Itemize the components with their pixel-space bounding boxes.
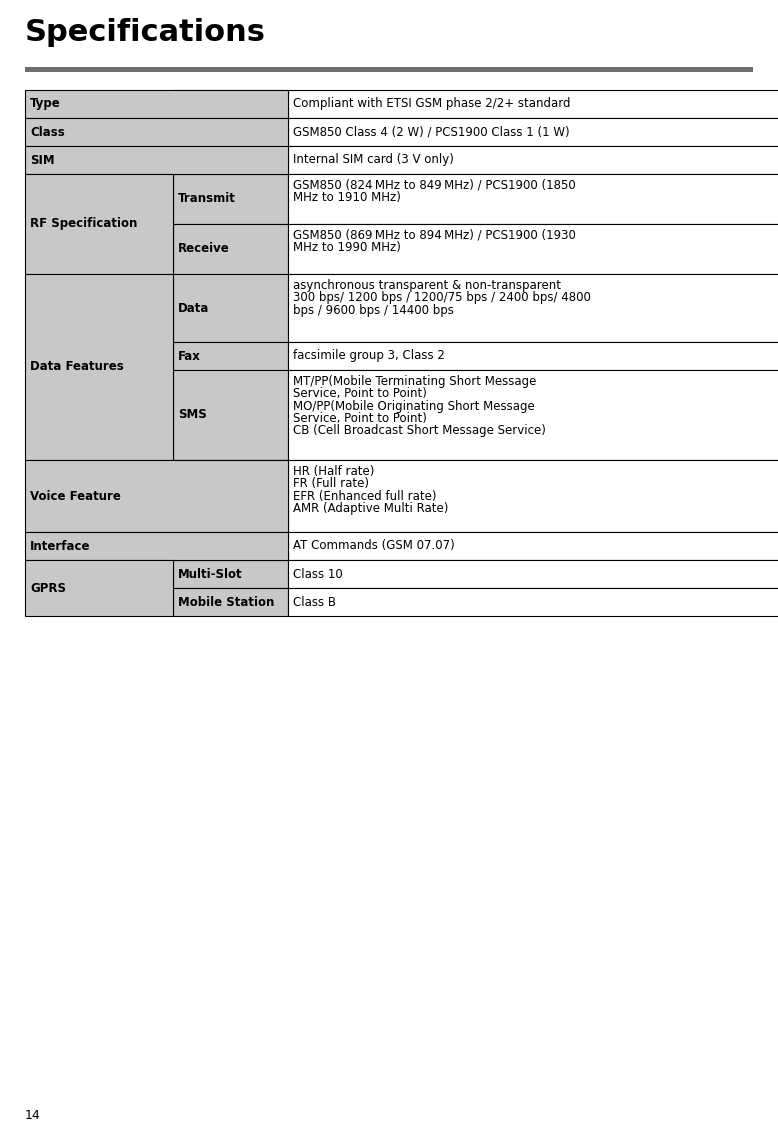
Text: MO/PP(Mobile Originating Short Message: MO/PP(Mobile Originating Short Message [293,399,534,413]
Bar [25,146,288,174]
Bar [173,174,288,224]
Bar [173,370,288,460]
Bar [173,532,288,561]
Bar [288,532,778,561]
Text: Data: Data [177,302,209,315]
Text: MT/PP(Mobile Terminating Short Message: MT/PP(Mobile Terminating Short Message [293,375,536,388]
Bar [173,90,288,118]
Text: bps / 9600 bps / 14400 bps: bps / 9600 bps / 14400 bps [293,303,454,317]
Bar [288,460,778,532]
Text: asynchronous transparent & non-transparent: asynchronous transparent & non-transpare… [293,279,561,292]
Bar [25,67,753,72]
Text: Type: Type [30,97,61,111]
Bar [288,146,778,174]
Text: RF Specification: RF Specification [30,217,137,230]
Bar [25,90,288,118]
Bar [288,342,778,370]
Bar [288,224,778,275]
Text: GSM850 (869 MHz to 894 MHz) / PCS1900 (1930: GSM850 (869 MHz to 894 MHz) / PCS1900 (1… [293,229,576,243]
Bar [25,561,173,615]
Bar [288,370,778,460]
Bar [25,118,288,146]
Text: facsimile group 3, Class 2: facsimile group 3, Class 2 [293,350,445,363]
Text: Compliant with ETSI GSM phase 2/2+ standard: Compliant with ETSI GSM phase 2/2+ stand… [293,97,570,111]
Text: Voice Feature: Voice Feature [30,490,121,502]
Bar [288,588,778,615]
Text: Service, Point to Point): Service, Point to Point) [293,412,427,424]
Bar [173,588,288,615]
Bar [288,275,778,342]
Text: Transmit: Transmit [177,192,236,206]
Text: HR (Half rate): HR (Half rate) [293,464,374,478]
Text: GSM850 Class 4 (2 W) / PCS1900 Class 1 (1 W): GSM850 Class 4 (2 W) / PCS1900 Class 1 (… [293,126,569,138]
Text: Internal SIM card (3 V only): Internal SIM card (3 V only) [293,153,454,167]
Bar [173,275,288,342]
Text: Multi-Slot: Multi-Slot [177,567,242,580]
Bar [25,532,288,561]
Bar [288,118,778,146]
Text: Class B: Class B [293,596,336,609]
Bar [173,118,288,146]
Text: Class 10: Class 10 [293,567,342,580]
Text: Service, Point to Point): Service, Point to Point) [293,388,427,400]
Bar [288,174,778,224]
Text: SMS: SMS [177,408,206,421]
Text: 300 bps/ 1200 bps / 1200/75 bps / 2400 bps/ 4800: 300 bps/ 1200 bps / 1200/75 bps / 2400 b… [293,292,591,304]
Bar [25,460,288,532]
Bar [288,90,778,118]
Bar [173,561,288,588]
Bar [173,224,288,275]
Text: EFR (Enhanced full rate): EFR (Enhanced full rate) [293,490,436,502]
Text: Fax: Fax [177,350,201,363]
Bar [173,460,288,532]
Text: FR (Full rate): FR (Full rate) [293,477,369,491]
Text: CB (Cell Broadcast Short Message Service): CB (Cell Broadcast Short Message Service… [293,424,545,437]
Text: GPRS: GPRS [30,581,66,595]
Text: Receive: Receive [177,243,230,255]
Bar [25,275,173,460]
Text: SIM: SIM [30,153,54,167]
Text: MHz to 1990 MHz): MHz to 1990 MHz) [293,241,401,254]
Text: Data Features: Data Features [30,360,124,373]
Bar [25,174,173,275]
Text: Class: Class [30,126,65,138]
Text: Specifications: Specifications [25,18,266,47]
Text: Mobile Station: Mobile Station [177,596,274,609]
Text: MHz to 1910 MHz): MHz to 1910 MHz) [293,191,401,205]
Text: AMR (Adaptive Multi Rate): AMR (Adaptive Multi Rate) [293,502,448,515]
Bar [173,342,288,370]
Text: Interface: Interface [30,540,90,553]
Bar [288,561,778,588]
Text: AT Commands (GSM 07.07): AT Commands (GSM 07.07) [293,540,454,553]
Bar [173,146,288,174]
Text: GSM850 (824 MHz to 849 MHz) / PCS1900 (1850: GSM850 (824 MHz to 849 MHz) / PCS1900 (1… [293,178,576,192]
Text: 14: 14 [25,1109,40,1122]
